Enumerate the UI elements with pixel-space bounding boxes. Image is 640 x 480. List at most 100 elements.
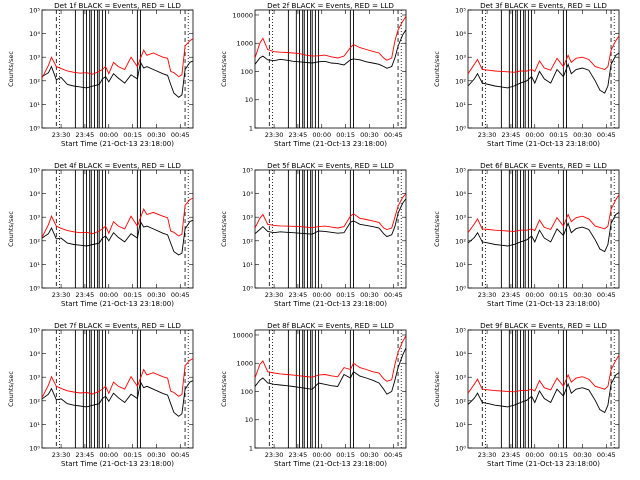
y-tick-label: 10² [455, 237, 466, 245]
plot-frame [467, 9, 620, 129]
x-tick-label: 00:00 [312, 291, 331, 299]
y-tick-label: 10² [29, 397, 40, 405]
x-tick-label: 00:30 [360, 451, 379, 459]
x-axis-label: Start Time (21-Oct-13 23:18:00) [274, 300, 387, 308]
y-tick-label: 10⁵ [455, 167, 466, 175]
y-tick-label: 1000 [236, 40, 253, 48]
y-tick-label: 10⁰ [29, 125, 40, 133]
panel-title: Det 1f BLACK = Events, RED = LLD [54, 1, 181, 10]
series-lld-line [468, 355, 619, 394]
plot-frame [467, 329, 620, 449]
x-tick-label: 00:30 [147, 131, 166, 139]
y-tick-label: 10¹ [455, 421, 466, 429]
x-tick-label: 23:45 [502, 131, 521, 139]
y-tick-label: 10⁵ [29, 7, 40, 15]
y-tick-label: 10¹ [242, 261, 253, 269]
series-lld-line [42, 358, 193, 398]
x-tick-label: 00:15 [123, 131, 142, 139]
y-axis-label: Counts/sec [220, 51, 228, 87]
x-tick-label: 00:15 [123, 451, 142, 459]
series-events-line [42, 380, 193, 417]
series-events-line [255, 347, 406, 395]
y-axis-label: Counts/sec [433, 51, 441, 87]
y-tick-label: 10³ [29, 54, 40, 62]
y-tick-label: 1000 [236, 360, 253, 368]
x-tick-label: 00:15 [336, 451, 355, 459]
x-tick-label: 00:00 [525, 131, 544, 139]
x-tick-label: 00:00 [525, 291, 544, 299]
x-axis-label: Start Time (21-Oct-13 23:18:00) [61, 300, 174, 308]
panel-det-5f: Det 5f BLACK = Events, RED = LLD 10⁰ 10¹ 10… [220, 161, 407, 308]
x-tick-label: 00:45 [384, 451, 403, 459]
series-lld-line [255, 16, 406, 61]
panel-det-8f: Det 8f BLACK = Events, RED = LLD 1 10 100 10… [220, 321, 407, 468]
x-tick-label: 23:30 [478, 451, 497, 459]
series-events-line [468, 372, 619, 414]
series-lld-line [468, 35, 619, 74]
x-tick-label: 00:45 [384, 131, 403, 139]
panel-det-3f: Det 3f BLACK = Events, RED = LLD 10⁰ 10¹ 10… [433, 1, 620, 148]
panel-title: Det 4f BLACK = Events, RED = LLD [54, 161, 181, 170]
y-tick-label: 10² [455, 77, 466, 85]
x-tick-label: 00:30 [360, 131, 379, 139]
y-tick-label: 10000 [232, 331, 253, 339]
y-tick-label: 10¹ [455, 101, 466, 109]
x-tick-label: 00:45 [597, 451, 616, 459]
y-tick-label: 10⁴ [29, 30, 40, 38]
y-tick-label: 10⁵ [455, 7, 466, 15]
panel-title: Det 5f BLACK = Events, RED = LLD [267, 161, 394, 170]
x-tick-label: 00:00 [99, 131, 118, 139]
panel-det-9f: Det 9f BLACK = Events, RED = LLD 10⁰ 10¹ 10… [433, 321, 620, 468]
y-tick-label: 10 [245, 416, 253, 424]
y-axis-label: Counts/sec [433, 211, 441, 247]
panel-title: Det 8f BLACK = Events, RED = LLD [267, 321, 394, 330]
x-axis-label: Start Time (21-Oct-13 23:18:00) [274, 460, 387, 468]
x-axis-label: Start Time (21-Oct-13 23:18:00) [487, 460, 600, 468]
x-tick-label: 23:45 [289, 291, 308, 299]
series-lld-line [255, 193, 406, 230]
x-tick-label: 00:45 [597, 291, 616, 299]
y-tick-label: 10² [242, 237, 253, 245]
y-tick-label: 10³ [29, 374, 40, 382]
panel-title: Det 7f BLACK = Events, RED = LLD [54, 321, 181, 330]
panel-det-7f: Det 7f BLACK = Events, RED = LLD 10⁰ 10¹ 10… [7, 321, 194, 468]
y-tick-label: 1 [249, 445, 253, 453]
series-events-line [42, 60, 193, 98]
y-tick-label: 10³ [455, 54, 466, 62]
x-tick-label: 00:45 [384, 291, 403, 299]
x-tick-label: 00:00 [525, 451, 544, 459]
y-tick-label: 10⁵ [242, 167, 253, 175]
x-tick-label: 00:30 [573, 291, 592, 299]
x-tick-label: 23:45 [76, 451, 95, 459]
plot-frame [254, 9, 407, 129]
y-tick-label: 10⁴ [29, 350, 40, 358]
y-axis-label: Counts/sec [220, 211, 228, 247]
y-tick-label: 100 [241, 388, 253, 396]
series-events-line [468, 52, 619, 94]
plot-frame [254, 169, 407, 289]
x-tick-label: 00:45 [171, 291, 190, 299]
x-tick-label: 23:30 [265, 451, 284, 459]
x-tick-label: 23:30 [52, 291, 71, 299]
y-tick-label: 10² [455, 397, 466, 405]
series-events-line [42, 219, 193, 256]
x-tick-label: 00:45 [171, 451, 190, 459]
x-axis-label: Start Time (21-Oct-13 23:18:00) [274, 140, 387, 148]
series-events-line [468, 212, 619, 253]
x-axis-label: Start Time (21-Oct-13 23:18:00) [487, 300, 600, 308]
y-tick-label: 10³ [455, 214, 466, 222]
x-tick-label: 00:30 [360, 291, 379, 299]
x-tick-label: 23:30 [265, 131, 284, 139]
y-tick-label: 10⁰ [29, 445, 40, 453]
x-tick-label: 00:30 [147, 451, 166, 459]
x-tick-label: 00:00 [99, 451, 118, 459]
x-tick-label: 00:30 [573, 131, 592, 139]
x-tick-label: 00:45 [171, 131, 190, 139]
series-lld-line [42, 197, 193, 238]
x-tick-label: 23:45 [289, 131, 308, 139]
plot-frame [41, 169, 194, 289]
series-lld-line [468, 194, 619, 233]
x-tick-label: 00:30 [573, 451, 592, 459]
series-events-line [255, 198, 406, 238]
